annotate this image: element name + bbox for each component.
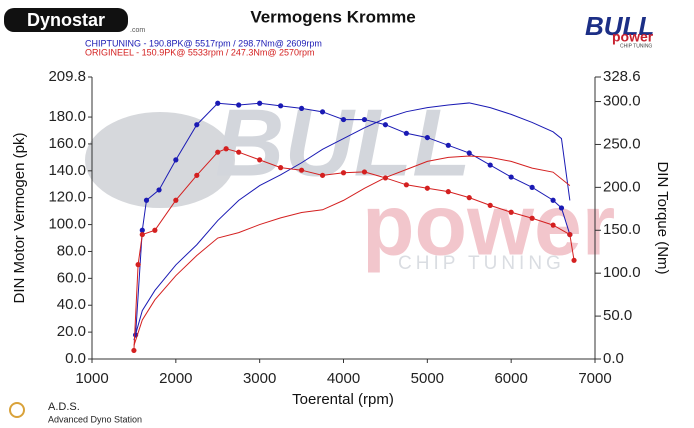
y-tick-label: 40.0	[57, 296, 86, 313]
series-marker	[131, 347, 137, 354]
series-marker	[340, 170, 347, 176]
y-tick-label: 0.0	[65, 350, 86, 367]
watermark: BULL power CHIP TUNING	[85, 89, 615, 274]
x-tick-label: 7000	[578, 370, 611, 387]
x-tick-label: 5000	[411, 370, 444, 387]
y-tick-label: 120.0	[48, 189, 86, 206]
series-marker	[215, 149, 221, 155]
series-marker	[558, 205, 565, 211]
series-marker	[466, 195, 472, 201]
series-marker	[403, 130, 409, 136]
series-line	[133, 155, 571, 346]
watermark-chip: CHIP TUNING	[398, 253, 565, 274]
watermark-bull-shape	[85, 112, 235, 208]
series-marker	[487, 202, 493, 208]
y-tick-label: 209.8	[48, 68, 86, 85]
x-tick-label: 3000	[243, 370, 276, 387]
series-marker	[319, 172, 326, 178]
series-marker	[215, 100, 221, 106]
series-marker	[424, 185, 430, 191]
power-logo: power	[612, 29, 654, 45]
series-marker	[236, 149, 242, 155]
series-marker	[424, 134, 430, 141]
series-marker	[156, 187, 162, 193]
series-marker	[298, 167, 305, 173]
y-tick-label: 140.0	[48, 162, 86, 179]
series-marker	[529, 184, 535, 190]
legend-entry: ORIGINEEL - 150.9PK@ 5533rpm / 247.3Nm@ …	[85, 47, 315, 57]
series-marker	[152, 227, 158, 233]
series-marker	[382, 175, 389, 181]
y2-tick-label: 200.0	[603, 178, 641, 195]
series-marker	[139, 231, 145, 238]
x-tick-label: 4000	[327, 370, 360, 387]
series-marker	[257, 100, 263, 106]
y2-axis-label: DIN Torque (Nm)	[654, 161, 671, 274]
series-marker	[403, 182, 409, 188]
series-marker	[382, 122, 389, 128]
chip-logo: CHIP TUNING	[620, 43, 652, 49]
series-marker	[445, 142, 451, 148]
y2-tick-label: 0.0	[603, 350, 624, 367]
series-marker	[298, 105, 305, 112]
dynostar-text: Dynostar	[27, 10, 105, 30]
series-marker	[567, 231, 573, 238]
series-marker	[173, 157, 179, 163]
series-marker	[223, 146, 229, 152]
chart-title: Vermogens Kromme	[250, 7, 415, 26]
y2-tick-label: 150.0	[603, 221, 641, 238]
series-marker	[257, 157, 263, 163]
watermark-power: power	[362, 178, 615, 274]
series-marker	[550, 222, 556, 228]
series-marker	[445, 189, 451, 195]
series-marker	[550, 197, 556, 203]
series-marker	[278, 165, 284, 171]
y2-tick-label: 300.0	[603, 93, 641, 110]
series-marker	[319, 109, 326, 115]
series-marker	[571, 257, 577, 263]
bull-logo: BULL	[585, 11, 654, 41]
series-marker	[143, 197, 150, 203]
y-tick-label: 160.0	[48, 135, 86, 152]
series-marker	[361, 169, 368, 175]
y-tick-label: 180.0	[48, 108, 86, 125]
y2-tick-label: 250.0	[603, 135, 641, 152]
series-marker	[361, 116, 368, 123]
dynostar-logo	[4, 8, 128, 32]
series-marker	[173, 197, 179, 203]
y-tick-label: 100.0	[48, 216, 86, 233]
series-line	[133, 102, 571, 341]
series-marker	[340, 116, 347, 123]
x-tick-label: 2000	[159, 370, 192, 387]
y-tick-label: 20.0	[57, 323, 86, 340]
y-tick-label: 80.0	[57, 242, 86, 259]
dynostar-url: .com	[130, 27, 145, 34]
series-marker	[139, 227, 145, 233]
y2-tick-label: 50.0	[603, 307, 632, 324]
ads-full: Advanced Dyno Station	[48, 414, 142, 424]
x-tick-label: 6000	[494, 370, 527, 387]
legend-entry: CHIPTUNING - 190.8PK@ 5517rpm / 298.7Nm@…	[85, 38, 322, 48]
series-line	[133, 148, 575, 351]
x-tick-label: 1000	[75, 370, 108, 387]
y2-tick-label: 328.6	[603, 68, 641, 85]
series-marker	[508, 209, 514, 215]
series-marker	[236, 102, 242, 108]
series-marker	[508, 174, 514, 180]
y-axis-label: DIN Motor Vermogen (pk)	[11, 133, 28, 304]
ads-text: A.D.S.	[48, 401, 80, 413]
series-marker	[194, 172, 200, 178]
series-marker	[194, 122, 200, 128]
series-marker	[135, 261, 141, 268]
series-marker	[278, 103, 284, 109]
series-marker	[529, 215, 535, 221]
series-marker	[487, 162, 493, 168]
y2-tick-label: 100.0	[603, 264, 641, 281]
ads-icon	[9, 402, 25, 418]
series-marker	[466, 150, 472, 156]
x-axis-label: Toerental (rpm)	[292, 391, 394, 408]
y-tick-label: 60.0	[57, 269, 86, 286]
